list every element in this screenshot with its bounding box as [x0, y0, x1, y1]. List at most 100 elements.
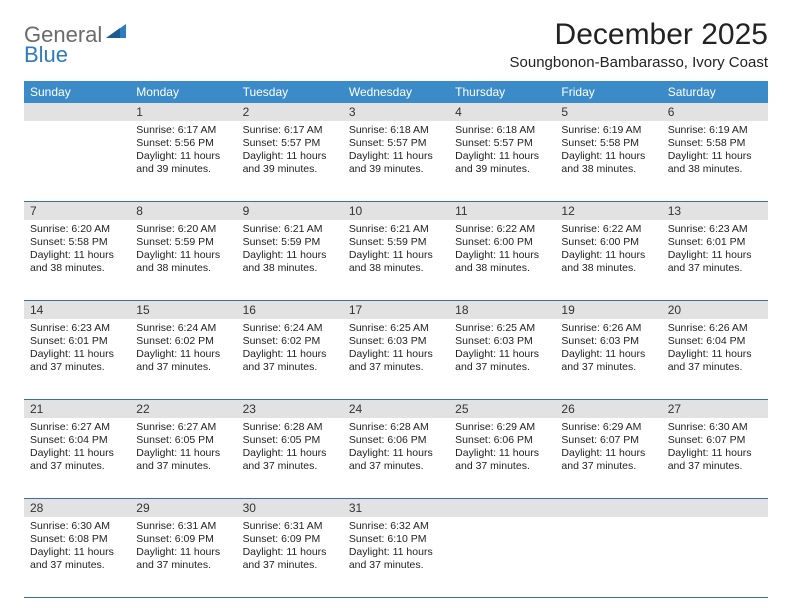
sunrise-line: Sunrise: 6:23 AM — [30, 322, 124, 335]
daylight-line: Daylight: 11 hours and 37 minutes. — [668, 348, 762, 374]
sunrise-line: Sunrise: 6:31 AM — [136, 520, 230, 533]
day-cell: Sunrise: 6:24 AMSunset: 6:02 PMDaylight:… — [130, 319, 236, 399]
logo-text-blue: Blue — [24, 42, 68, 67]
week-row: Sunrise: 6:30 AMSunset: 6:08 PMDaylight:… — [24, 517, 768, 598]
sunset-line: Sunset: 6:02 PM — [243, 335, 337, 348]
weekday-header: Friday — [555, 81, 661, 103]
sunrise-line: Sunrise: 6:24 AM — [243, 322, 337, 335]
weekday-header: Saturday — [662, 81, 768, 103]
sunset-line: Sunset: 5:57 PM — [349, 137, 443, 150]
day-cell: Sunrise: 6:30 AMSunset: 6:07 PMDaylight:… — [662, 418, 768, 498]
sunrise-line: Sunrise: 6:31 AM — [243, 520, 337, 533]
day-number: 3 — [343, 103, 449, 121]
sunrise-line: Sunrise: 6:24 AM — [136, 322, 230, 335]
day-cell: Sunrise: 6:21 AMSunset: 5:59 PMDaylight:… — [237, 220, 343, 300]
sunset-line: Sunset: 6:04 PM — [30, 434, 124, 447]
month-title: December 2025 — [510, 18, 768, 52]
weekday-header: Sunday — [24, 81, 130, 103]
day-cell: Sunrise: 6:18 AMSunset: 5:57 PMDaylight:… — [449, 121, 555, 201]
day-number: 17 — [343, 301, 449, 319]
day-cell: Sunrise: 6:22 AMSunset: 6:00 PMDaylight:… — [449, 220, 555, 300]
daylight-line: Daylight: 11 hours and 37 minutes. — [668, 249, 762, 275]
daylight-line: Daylight: 11 hours and 39 minutes. — [243, 150, 337, 176]
sunrise-line: Sunrise: 6:25 AM — [349, 322, 443, 335]
day-cell: Sunrise: 6:21 AMSunset: 5:59 PMDaylight:… — [343, 220, 449, 300]
daynum-row: 123456 — [24, 103, 768, 121]
daynum-row: 78910111213 — [24, 202, 768, 220]
daylight-line: Daylight: 11 hours and 37 minutes. — [243, 447, 337, 473]
sunset-line: Sunset: 6:07 PM — [668, 434, 762, 447]
sunrise-line: Sunrise: 6:28 AM — [243, 421, 337, 434]
sunset-line: Sunset: 6:03 PM — [561, 335, 655, 348]
day-number: 4 — [449, 103, 555, 121]
sunset-line: Sunset: 6:06 PM — [349, 434, 443, 447]
sunset-line: Sunset: 6:10 PM — [349, 533, 443, 546]
day-number: 25 — [449, 400, 555, 418]
day-number: 15 — [130, 301, 236, 319]
sunset-line: Sunset: 6:03 PM — [349, 335, 443, 348]
sunrise-line: Sunrise: 6:22 AM — [561, 223, 655, 236]
day-cell: Sunrise: 6:26 AMSunset: 6:03 PMDaylight:… — [555, 319, 661, 399]
sunset-line: Sunset: 5:56 PM — [136, 137, 230, 150]
day-cell — [449, 517, 555, 597]
sunrise-line: Sunrise: 6:29 AM — [561, 421, 655, 434]
day-cell: Sunrise: 6:27 AMSunset: 6:05 PMDaylight:… — [130, 418, 236, 498]
sunset-line: Sunset: 6:05 PM — [243, 434, 337, 447]
day-number: 13 — [662, 202, 768, 220]
sunrise-line: Sunrise: 6:25 AM — [455, 322, 549, 335]
sunrise-line: Sunrise: 6:19 AM — [668, 124, 762, 137]
sunset-line: Sunset: 6:04 PM — [668, 335, 762, 348]
day-number — [555, 499, 661, 517]
day-cell: Sunrise: 6:23 AMSunset: 6:01 PMDaylight:… — [24, 319, 130, 399]
sunset-line: Sunset: 6:09 PM — [243, 533, 337, 546]
sunrise-line: Sunrise: 6:27 AM — [136, 421, 230, 434]
day-number: 9 — [237, 202, 343, 220]
calendar: Sunday Monday Tuesday Wednesday Thursday… — [24, 81, 768, 598]
sunset-line: Sunset: 6:00 PM — [561, 236, 655, 249]
daynum-row: 21222324252627 — [24, 400, 768, 418]
sunrise-line: Sunrise: 6:32 AM — [349, 520, 443, 533]
sunset-line: Sunset: 5:58 PM — [30, 236, 124, 249]
logo-text-blue-wrap: Blue — [24, 42, 68, 68]
sunset-line: Sunset: 6:01 PM — [30, 335, 124, 348]
week-row: Sunrise: 6:17 AMSunset: 5:56 PMDaylight:… — [24, 121, 768, 202]
sunset-line: Sunset: 6:05 PM — [136, 434, 230, 447]
sunset-line: Sunset: 5:59 PM — [136, 236, 230, 249]
day-number: 7 — [24, 202, 130, 220]
day-cell — [662, 517, 768, 597]
day-cell: Sunrise: 6:22 AMSunset: 6:00 PMDaylight:… — [555, 220, 661, 300]
sunset-line: Sunset: 5:57 PM — [243, 137, 337, 150]
daylight-line: Daylight: 11 hours and 37 minutes. — [30, 546, 124, 572]
sunrise-line: Sunrise: 6:19 AM — [561, 124, 655, 137]
daylight-line: Daylight: 11 hours and 38 minutes. — [455, 249, 549, 275]
sunrise-line: Sunrise: 6:17 AM — [243, 124, 337, 137]
day-number: 11 — [449, 202, 555, 220]
day-cell: Sunrise: 6:18 AMSunset: 5:57 PMDaylight:… — [343, 121, 449, 201]
sunrise-line: Sunrise: 6:26 AM — [561, 322, 655, 335]
day-number: 27 — [662, 400, 768, 418]
sunset-line: Sunset: 6:08 PM — [30, 533, 124, 546]
sunrise-line: Sunrise: 6:20 AM — [30, 223, 124, 236]
location-subtitle: Soungbonon-Bambarasso, Ivory Coast — [510, 54, 768, 71]
day-cell: Sunrise: 6:29 AMSunset: 6:06 PMDaylight:… — [449, 418, 555, 498]
day-number: 5 — [555, 103, 661, 121]
day-number: 26 — [555, 400, 661, 418]
weeks-container: 123456Sunrise: 6:17 AMSunset: 5:56 PMDay… — [24, 103, 768, 598]
day-number — [449, 499, 555, 517]
daylight-line: Daylight: 11 hours and 39 minutes. — [136, 150, 230, 176]
daylight-line: Daylight: 11 hours and 37 minutes. — [561, 348, 655, 374]
sunrise-line: Sunrise: 6:22 AM — [455, 223, 549, 236]
day-number — [662, 499, 768, 517]
header: General December 2025 Soungbonon-Bambara… — [24, 18, 768, 71]
day-cell: Sunrise: 6:17 AMSunset: 5:57 PMDaylight:… — [237, 121, 343, 201]
day-cell: Sunrise: 6:25 AMSunset: 6:03 PMDaylight:… — [343, 319, 449, 399]
daylight-line: Daylight: 11 hours and 39 minutes. — [349, 150, 443, 176]
weekday-header-row: Sunday Monday Tuesday Wednesday Thursday… — [24, 81, 768, 103]
daylight-line: Daylight: 11 hours and 38 minutes. — [30, 249, 124, 275]
weekday-header: Tuesday — [237, 81, 343, 103]
day-number: 20 — [662, 301, 768, 319]
sunrise-line: Sunrise: 6:30 AM — [668, 421, 762, 434]
day-cell: Sunrise: 6:17 AMSunset: 5:56 PMDaylight:… — [130, 121, 236, 201]
day-number: 8 — [130, 202, 236, 220]
daylight-line: Daylight: 11 hours and 38 minutes. — [668, 150, 762, 176]
